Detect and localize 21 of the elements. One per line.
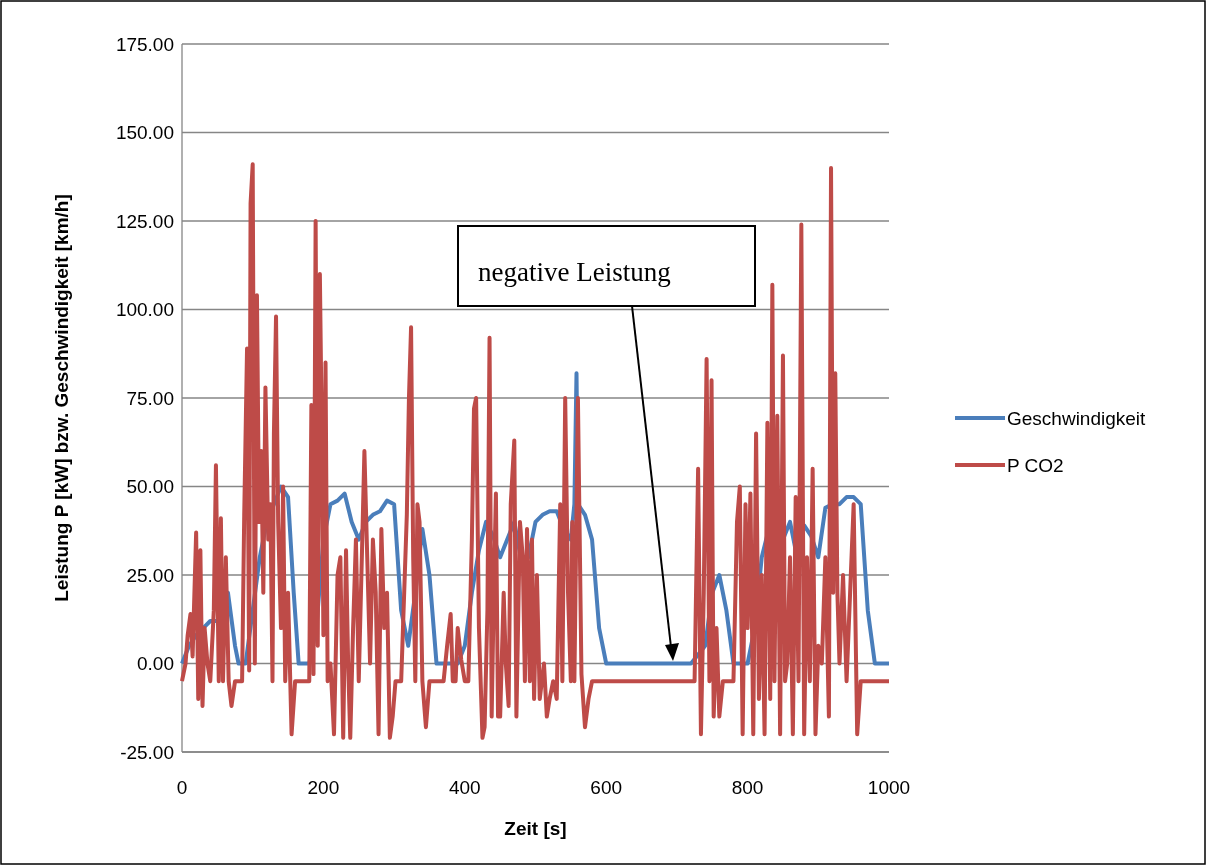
x-tick-label: 200	[307, 777, 340, 798]
annotation: negative Leistung	[478, 257, 671, 287]
y-tick-label: 50.00	[126, 476, 174, 498]
y-tick-label: 100.00	[115, 299, 174, 321]
y-tick-label: 125.00	[115, 210, 174, 232]
x-tick-label: 600	[590, 777, 623, 798]
x-tick-label: 800	[731, 777, 764, 798]
legend-label: Geschwindigkeit	[1007, 407, 1147, 429]
line-series	[180, 162, 891, 740]
y-tick-label: 75.00	[126, 387, 174, 409]
legend-label: P CO2	[1007, 454, 1064, 476]
x-tick-label: 0	[176, 777, 188, 798]
x-tick-label: 1000	[867, 777, 911, 798]
y-tick-label: 175.00	[115, 33, 174, 55]
y-axis-title: Leistung P [kW] bzw. Geschwindigkeit [km/h]	[51, 194, 72, 602]
x-axis-title: Zeit [s]	[504, 818, 567, 839]
y-tick-label: 25.00	[126, 564, 174, 586]
y-tick-label: 150.00	[115, 122, 174, 144]
x-tick-label: 400	[448, 777, 481, 798]
y-tick-label: 0.00	[137, 653, 174, 675]
y-tick-label: -25.00	[120, 741, 174, 763]
